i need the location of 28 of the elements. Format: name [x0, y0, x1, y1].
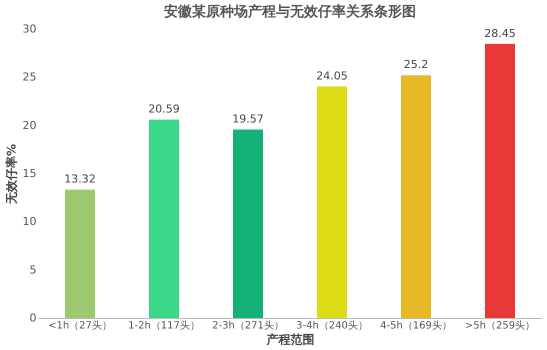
data-label: 28.45	[484, 26, 516, 40]
y-tick-label: 10	[22, 215, 36, 228]
data-label: 13.32	[64, 172, 96, 186]
bar	[401, 75, 431, 318]
y-tick-label: 0	[30, 312, 36, 324]
y-tick-label: 30	[22, 22, 36, 36]
x-tick-label: <1h（27头）	[48, 320, 112, 332]
x-tick-label: 2-3h（271头）	[212, 320, 284, 332]
data-label: 20.59	[148, 102, 180, 116]
chart-title: 安徽某原种场产程与无效仔率关系条形图	[164, 3, 416, 20]
x-tick-label: 3-4h（240头）	[296, 320, 368, 332]
bar	[65, 190, 95, 318]
y-tick-label: 15	[22, 167, 36, 180]
y-tick-label: 5	[30, 263, 36, 276]
x-axis-title: 产程范围	[266, 332, 314, 346]
x-tick-label: >5h（259头）	[464, 320, 536, 332]
x-tick-label: 4-5h（169头）	[380, 320, 452, 332]
data-label: 19.57	[232, 112, 264, 126]
y-tick-label: 25	[22, 70, 36, 84]
bar	[149, 120, 179, 318]
data-label: 24.05	[316, 69, 348, 82]
x-tick-label: 1-2h（117头）	[128, 320, 200, 332]
y-tick-label: 20	[22, 118, 36, 132]
data-label: 25.2	[404, 58, 428, 72]
bar	[485, 44, 515, 318]
y-axis-title: 无效仔率%	[4, 144, 19, 206]
bar	[233, 129, 263, 318]
bar	[317, 86, 347, 318]
